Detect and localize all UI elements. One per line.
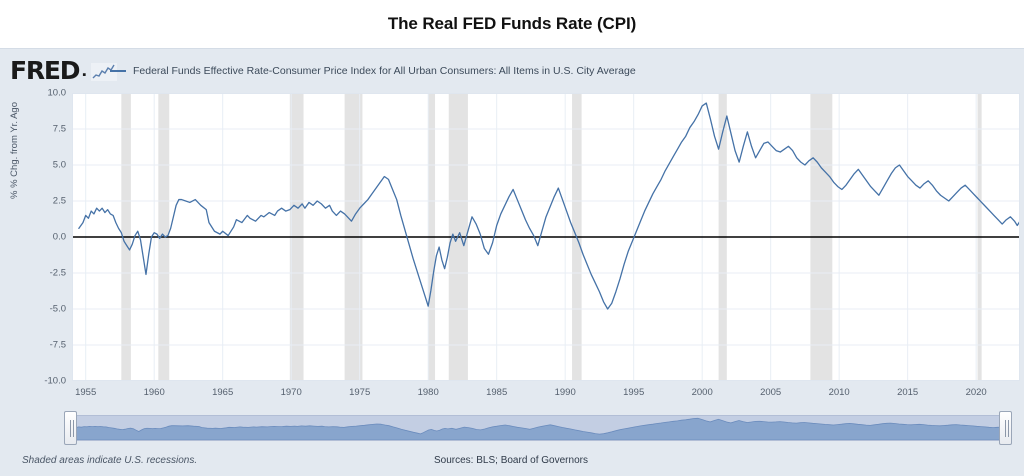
plot-area: 10.0 7.5 5.0 2.5 0.0 -2.5 -5.0 -7.5 -10.0 1955 19…	[0, 87, 1024, 403]
chart-legend: Federal Funds Effective Rate-Consumer Pr…	[110, 65, 636, 77]
y-axis-tick-label: 2.5	[52, 195, 66, 207]
fred-wordmark: FRED	[10, 56, 81, 85]
x-axis-tick-label: 1960	[143, 387, 165, 398]
x-axis-tick-label: 1970	[280, 387, 302, 398]
sparkline-icon	[91, 63, 118, 81]
range-handle-right[interactable]	[999, 411, 1012, 445]
y-axis-tick-label: -5.0	[49, 303, 66, 315]
x-axis-tick-label: 1985	[486, 387, 508, 398]
x-axis-tick-label: 1955	[75, 387, 97, 398]
y-axis-ticks: 10.0 7.5 5.0 2.5 0.0 -2.5 -5.0 -7.5 -10.0	[0, 87, 72, 401]
x-axis-tick-label: 1965	[212, 387, 234, 398]
y-axis-tick-label: 5.0	[52, 159, 66, 171]
page-title: The Real FED Funds Rate (CPI)	[387, 14, 637, 33]
legend-label-series-1: Federal Funds Effective Rate-Consumer Pr…	[133, 65, 636, 77]
x-axis-tick-label: 1980	[417, 387, 439, 398]
fred-chart-panel: FRED ▪ Federal Funds Effective Rate-Cons…	[0, 48, 1024, 476]
x-axis-tick-label: 2020	[965, 387, 987, 398]
range-handle-left[interactable]	[64, 411, 77, 445]
chart-header: FRED ▪ Federal Funds Effective Rate-Cons…	[0, 55, 1024, 89]
series-plot	[72, 93, 1020, 381]
x-axis-tick-label: 2005	[760, 387, 782, 398]
x-axis-tick-label: 1975	[349, 387, 371, 398]
y-axis-tick-label: 0.0	[52, 231, 66, 243]
range-slider[interactable]	[64, 411, 1012, 445]
registered-dot-icon: ▪	[82, 69, 87, 81]
x-axis-tick-label: 2000	[691, 387, 713, 398]
legend-swatch-series-1	[110, 70, 126, 72]
y-axis-tick-label: 7.5	[52, 123, 66, 135]
chart-footer: Shaded areas indicate U.S. recessions. S…	[0, 449, 1024, 476]
y-axis-tick-label: 10.0	[47, 87, 67, 99]
range-slider-preview	[65, 416, 1011, 440]
x-axis-tick-label: 1990	[554, 387, 576, 398]
x-axis-tick-label: 2010	[828, 387, 850, 398]
x-axis-tick-label: 2015	[897, 387, 919, 398]
sources-note: Sources: BLS; Board of Governors	[434, 455, 588, 466]
y-axis-tick-label: -2.5	[49, 267, 66, 279]
recession-note: Shaded areas indicate U.S. recessions.	[22, 455, 198, 466]
fred-logo: FRED ▪	[10, 56, 118, 85]
x-axis-ticks: 1955 1960 1965 1970 1975 1980 1985 1990 1995 2000…	[0, 381, 1024, 403]
y-axis-tick-label: -10.0	[44, 375, 66, 387]
x-axis-tick-label: 1995	[623, 387, 645, 398]
y-axis-tick-label: -7.5	[49, 339, 66, 351]
